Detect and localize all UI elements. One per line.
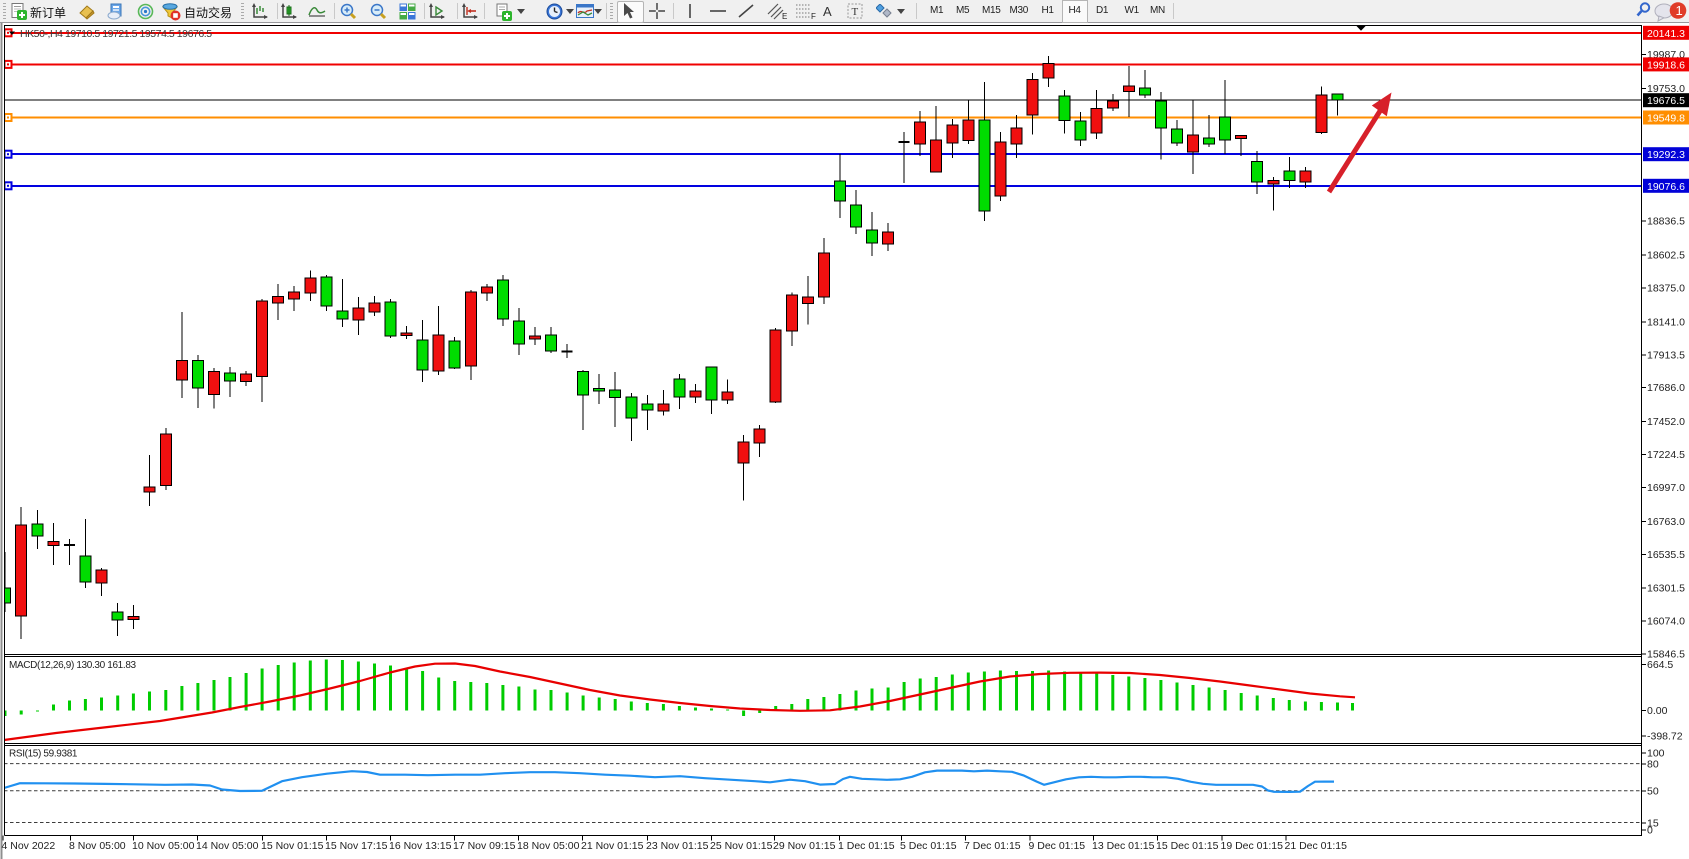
- svg-text:15846.5: 15846.5: [1647, 649, 1685, 661]
- svg-text:14 Nov 05:00: 14 Nov 05:00: [196, 840, 259, 852]
- svg-text:8 Nov 05:00: 8 Nov 05:00: [69, 840, 126, 852]
- svg-text:-398.72: -398.72: [1647, 731, 1683, 743]
- svg-text:18602.5: 18602.5: [1647, 250, 1685, 262]
- svg-text:13 Dec 01:15: 13 Dec 01:15: [1092, 840, 1155, 852]
- svg-text:50: 50: [1647, 785, 1659, 797]
- svg-text:17 Nov 09:15: 17 Nov 09:15: [453, 840, 516, 852]
- svg-text:T: T: [852, 6, 859, 18]
- svg-text:9 Dec 01:15: 9 Dec 01:15: [1029, 840, 1086, 852]
- svg-text:29 Nov 01:15: 29 Nov 01:15: [773, 840, 836, 852]
- svg-text:16074.0: 16074.0: [1647, 616, 1685, 628]
- svg-text:664.5: 664.5: [1647, 659, 1673, 671]
- svg-text:16 Nov 13:15: 16 Nov 13:15: [389, 840, 452, 852]
- svg-text:17452.0: 17452.0: [1647, 416, 1685, 428]
- svg-text:0: 0: [1647, 825, 1653, 837]
- svg-text:100: 100: [1647, 748, 1665, 760]
- svg-text:0.00: 0.00: [1647, 705, 1668, 717]
- svg-text:4 Nov 2022: 4 Nov 2022: [2, 840, 56, 852]
- svg-text:19076.6: 19076.6: [1647, 181, 1685, 193]
- svg-text:19676.5: 19676.5: [1647, 95, 1685, 107]
- svg-text:MACD(12,26,9) 130.30 161.83: MACD(12,26,9) 130.30 161.83: [9, 660, 137, 671]
- svg-text:15 Nov 17:15: 15 Nov 17:15: [325, 840, 388, 852]
- svg-text:7 Dec 01:15: 7 Dec 01:15: [964, 840, 1021, 852]
- svg-text:16997.0: 16997.0: [1647, 482, 1685, 494]
- svg-text:17686.0: 17686.0: [1647, 382, 1685, 394]
- svg-text:80: 80: [1647, 759, 1659, 771]
- svg-text:17913.5: 17913.5: [1647, 349, 1685, 361]
- svg-text:1: 1: [1676, 3, 1683, 18]
- svg-text:HK50-,H4 19710.5 19721.5 1957: HK50-,H4 19710.5 19721.5 19574.5 19676.5: [20, 28, 212, 40]
- svg-text:18836.5: 18836.5: [1647, 216, 1685, 228]
- svg-text:19549.8: 19549.8: [1647, 113, 1685, 125]
- svg-text:20141.3: 20141.3: [1647, 28, 1685, 40]
- svg-text:23 Nov 01:15: 23 Nov 01:15: [646, 840, 709, 852]
- svg-text:10 Nov 05:00: 10 Nov 05:00: [132, 840, 195, 852]
- svg-text:1 Dec 01:15: 1 Dec 01:15: [838, 840, 895, 852]
- svg-text:19292.3: 19292.3: [1647, 149, 1685, 161]
- svg-text:16301.5: 16301.5: [1647, 583, 1685, 595]
- svg-text:F: F: [811, 12, 816, 20]
- svg-text:RSI(15) 59.9381: RSI(15) 59.9381: [9, 749, 78, 760]
- svg-text:19918.6: 19918.6: [1647, 59, 1685, 71]
- svg-text:E: E: [782, 12, 787, 20]
- svg-text:18141.0: 18141.0: [1647, 316, 1685, 328]
- svg-text:17224.5: 17224.5: [1647, 449, 1685, 461]
- svg-text:16763.0: 16763.0: [1647, 516, 1685, 528]
- svg-text:18375.0: 18375.0: [1647, 282, 1685, 294]
- svg-text:21 Nov 01:15: 21 Nov 01:15: [581, 840, 644, 852]
- svg-text:15 Dec 01:15: 15 Dec 01:15: [1156, 840, 1219, 852]
- svg-text:15 Nov 01:15: 15 Nov 01:15: [261, 840, 324, 852]
- svg-text:15: 15: [1647, 818, 1659, 830]
- svg-text:19753.0: 19753.0: [1647, 83, 1685, 95]
- svg-text:25 Nov 01:15: 25 Nov 01:15: [710, 840, 773, 852]
- svg-text:18 Nov 05:00: 18 Nov 05:00: [517, 840, 580, 852]
- svg-text:16535.5: 16535.5: [1647, 549, 1685, 561]
- svg-text:19 Dec 01:15: 19 Dec 01:15: [1221, 840, 1284, 852]
- svg-text:5 Dec 01:15: 5 Dec 01:15: [900, 840, 957, 852]
- svg-text:21 Dec 01:15: 21 Dec 01:15: [1285, 840, 1348, 852]
